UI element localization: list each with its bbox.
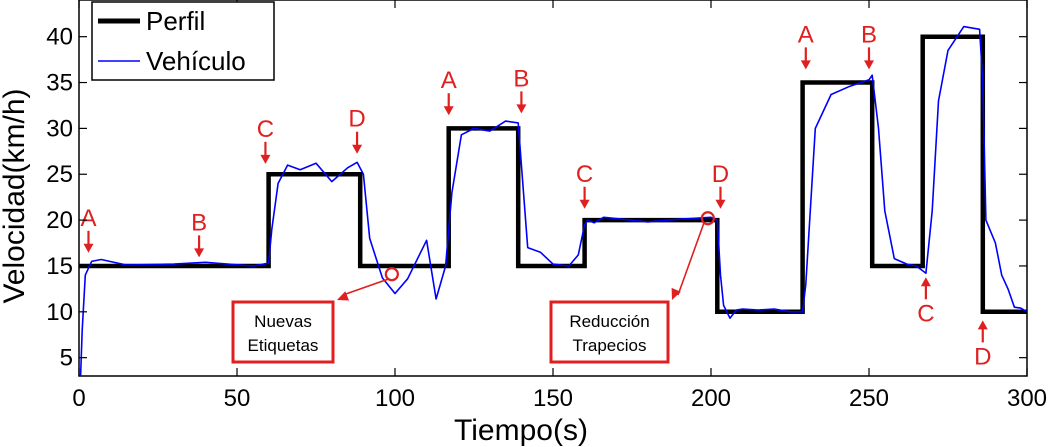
marker-label: C [576,161,593,188]
event-marker-b: B [861,21,877,70]
marker-label: C [917,300,934,327]
legend-label-vehiculo: Vehículo [146,46,246,76]
callout-text-line: Trapecios [572,336,646,355]
x-tick-label: 250 [849,385,889,412]
marker-arrow-head [920,277,931,287]
callout-2: Reducción Trapecios [549,211,715,364]
x-axis-ticks: 0 50 100 150 200 250 300 [72,0,1047,412]
marker-arrow-head [864,60,874,70]
legend-label-perfil: Perfil [146,6,205,36]
x-tick-label: 200 [691,385,731,412]
y-axis-ticks: 5 10 15 20 25 30 35 40 [46,24,1027,372]
marker-arrow-head [516,104,527,114]
callout-circle [700,211,715,226]
marker-arrow-head [715,199,726,209]
x-tick-label: 150 [533,385,573,412]
event-marker-c: C [917,277,935,327]
callout-arrow-shaft [342,278,389,296]
marker-arrow-head [977,320,988,330]
x-tick-label: 50 [224,385,251,412]
marker-arrow-head [352,144,363,154]
event-marker-d: D [974,320,991,370]
y-tick-label: 20 [46,207,73,234]
marker-arrow-head [800,60,811,70]
callout-text-line: Nuevas [254,312,312,331]
y-tick-label: 10 [46,299,73,326]
marker-label: B [513,65,529,92]
marker-label: D [348,106,365,133]
series-layer [79,25,1028,377]
series-line-perfil [79,34,1027,315]
event-marker-c: C [576,161,593,209]
legend-box [91,1,275,81]
callout-arrow-head [671,287,681,300]
marker-label: B [191,209,207,236]
y-tick-label: 40 [46,24,73,51]
event-marker-a: A [798,21,814,70]
callout-arrow-shaft [677,222,705,296]
event-marker-d: D [348,106,366,154]
marker-layer: A B C D A B C D A B C D [80,21,991,370]
x-tick-label: 0 [72,385,85,412]
x-tick-label: 300 [1007,385,1047,412]
callout-1: Nuevas Etiquetas [231,267,399,364]
marker-label: A [441,67,457,94]
x-axis-label: Tiempo(s) [454,414,588,447]
callout-text-line: Etiquetas [248,336,319,355]
event-marker-c: C [257,116,274,164]
y-tick-label: 15 [46,253,73,280]
event-marker-d: D [712,161,729,209]
marker-label: C [257,116,274,143]
callout-box [549,300,670,364]
marker-label: D [974,343,991,370]
y-axis-label: Velocidad(km/h) [0,88,31,303]
marker-arrow-head [83,243,94,253]
marker-label: B [861,21,877,48]
callout-text-line: Reducción [569,312,649,331]
y-tick-label: 25 [46,161,73,188]
marker-label: D [712,161,729,188]
callout-circle [384,267,399,282]
callout-box [231,300,335,364]
event-marker-a: A [441,67,457,116]
event-marker-b: B [191,209,207,258]
marker-arrow-head [260,154,271,164]
legend: Perfil Vehículo [91,1,275,81]
marker-label: A [80,205,96,232]
y-tick-label: 35 [46,70,73,97]
x-tick-label: 100 [375,385,415,412]
series-line-vehiculo [79,25,1028,377]
y-tick-label: 5 [60,345,73,372]
marker-arrow-head [579,199,590,209]
annotation-layer: Nuevas Etiquetas Reducción Trapecios [231,211,715,364]
callout-arrow-head [337,291,350,301]
event-marker-a: A [80,205,96,253]
marker-arrow-head [194,248,205,258]
event-marker-b: B [513,65,529,114]
marker-label: A [798,21,814,48]
y-tick-label: 30 [46,115,73,142]
marker-arrow-head [443,106,454,116]
